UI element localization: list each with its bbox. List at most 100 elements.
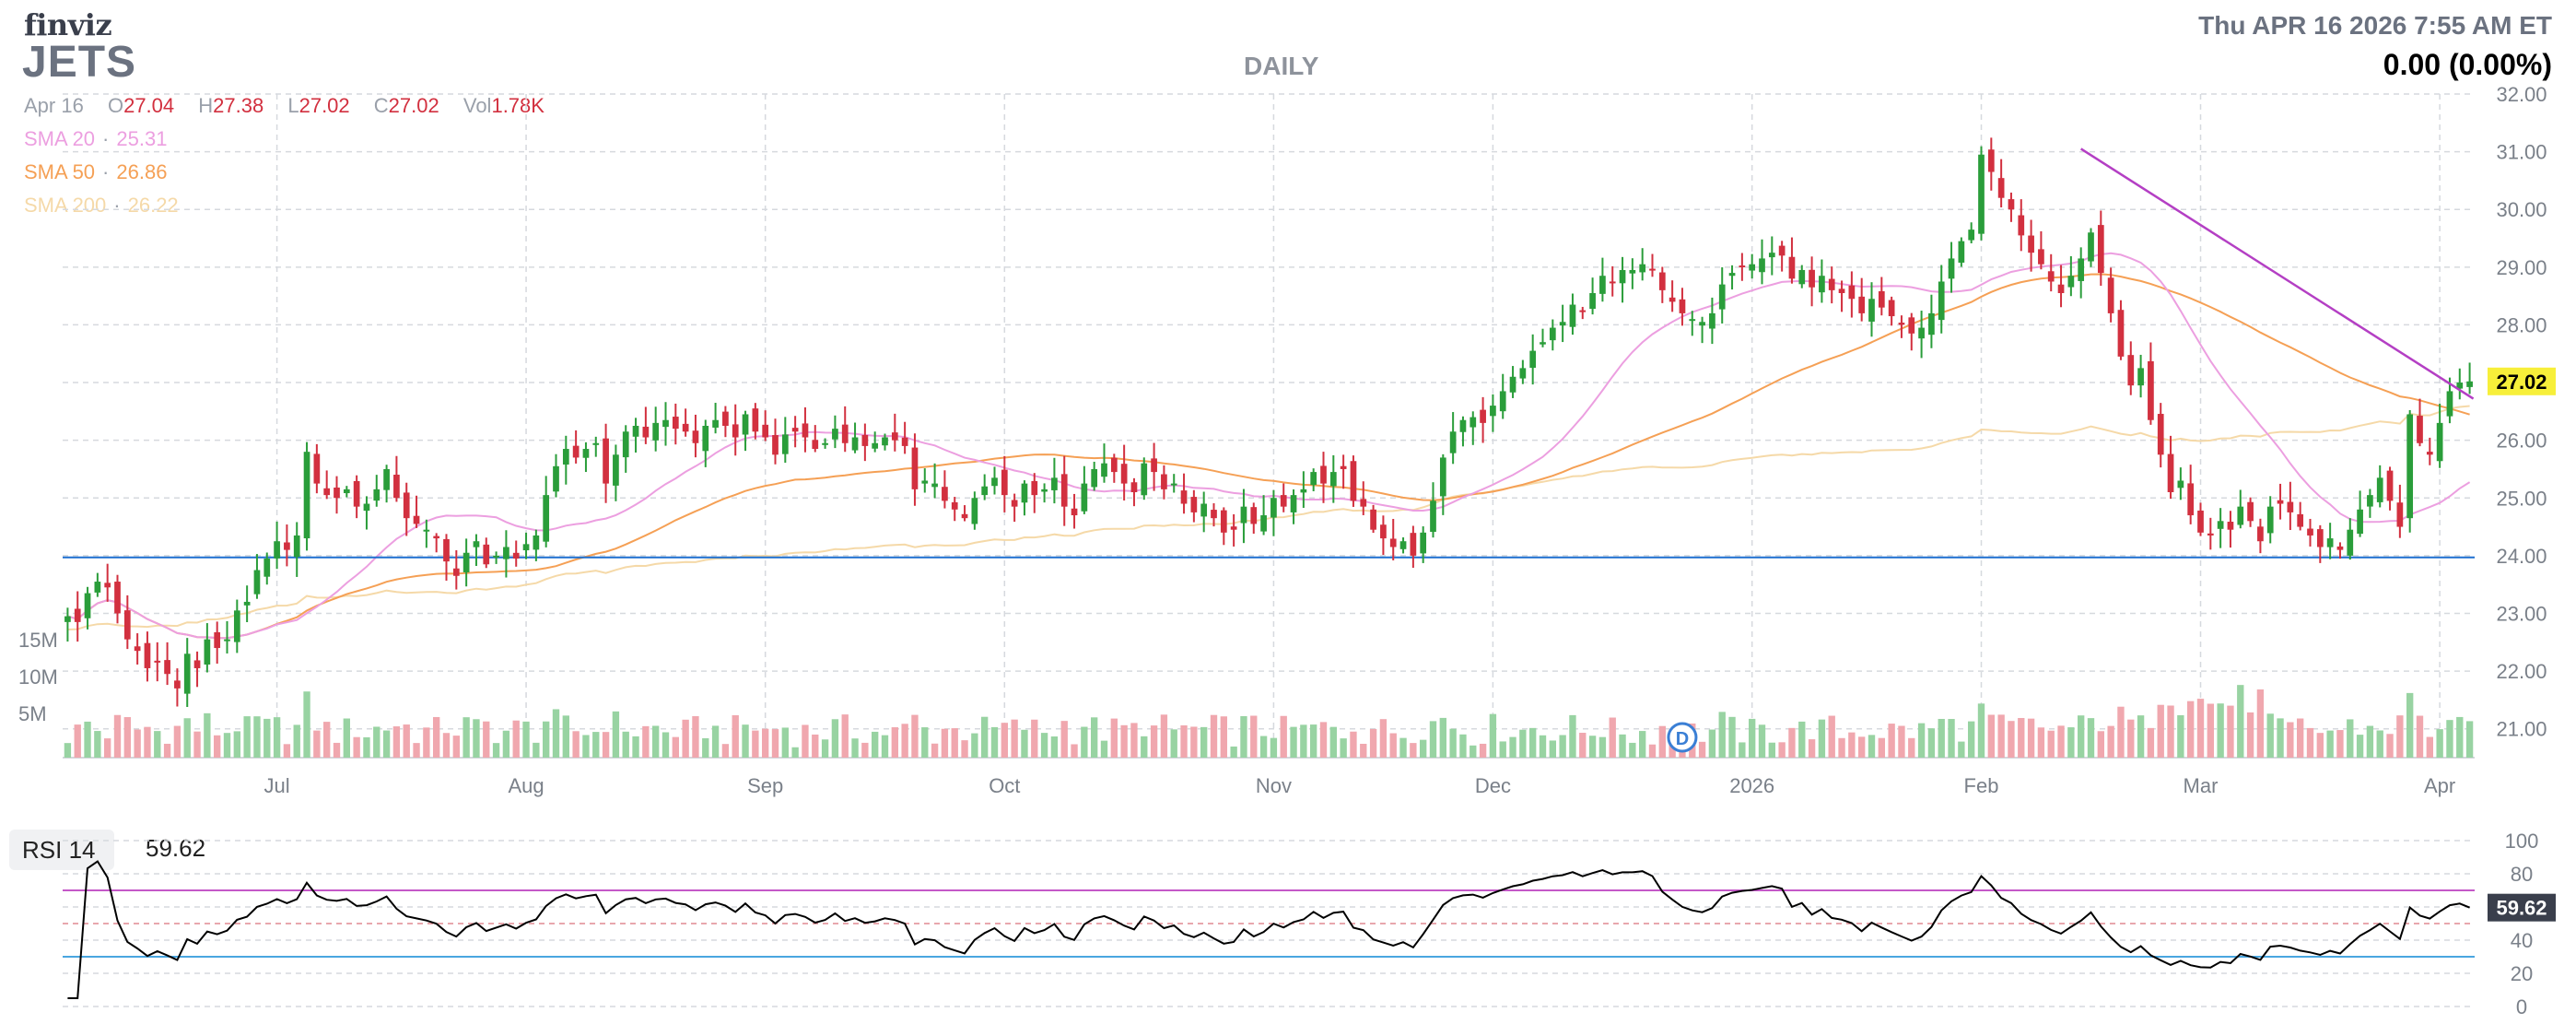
- volume-bar: [622, 731, 629, 758]
- candle-body: [1329, 472, 1337, 487]
- candle-body: [1559, 322, 1566, 326]
- candle-body: [383, 468, 390, 490]
- candle-body: [1290, 495, 1297, 512]
- volume-bar: [2436, 729, 2443, 758]
- time-tick-label: Dec: [1475, 774, 1511, 797]
- candle-body: [742, 414, 749, 435]
- volume-bar: [2237, 685, 2244, 758]
- volume-bar: [353, 736, 360, 758]
- candle-body: [2047, 271, 2055, 282]
- volume-bar: [2127, 719, 2135, 758]
- candle-body: [1918, 327, 1925, 339]
- sma-200-legend[interactable]: SMA 200 · 26.22: [24, 194, 179, 217]
- price-tick-label: 30.00: [2496, 198, 2547, 221]
- candle-body: [233, 610, 240, 642]
- candle-body: [94, 582, 101, 593]
- volume-bar: [1230, 746, 1237, 758]
- volume-bar: [502, 730, 510, 758]
- candle-body: [1689, 319, 1696, 322]
- volume-bar: [1310, 724, 1317, 758]
- volume-bar: [2067, 727, 2075, 758]
- candle-body: [323, 488, 331, 496]
- volume-bar: [961, 740, 968, 758]
- volume-bar: [442, 733, 451, 758]
- candle-body: [1658, 272, 1666, 290]
- candle-body: [2167, 453, 2174, 492]
- time-tick-label: Mar: [2184, 774, 2219, 797]
- rsi-tick-label: 20: [2511, 962, 2533, 985]
- candle-body: [1499, 391, 1506, 412]
- volume-bar: [1340, 738, 1347, 758]
- sma-50-legend[interactable]: SMA 50 · 26.86: [24, 160, 168, 183]
- sma-20-legend[interactable]: SMA 20 · 25.31: [24, 127, 168, 150]
- price-tick-label: 28.00: [2496, 313, 2547, 336]
- volume-bar: [1828, 715, 1835, 758]
- time-tick-label: Aug: [508, 774, 544, 797]
- candle-body: [144, 642, 151, 668]
- volume-bar: [1259, 736, 1268, 758]
- volume-bar: [323, 722, 331, 758]
- volume-bar: [1350, 731, 1357, 758]
- volume-bar: [2037, 727, 2045, 758]
- volume-bar: [94, 731, 101, 758]
- volume-axis-label: 5M: [18, 702, 47, 725]
- volume-bar: [1050, 736, 1059, 758]
- high-label: H: [198, 94, 214, 117]
- candle-body: [533, 535, 540, 550]
- candle-body: [1908, 317, 1915, 334]
- candle-body: [1629, 269, 1636, 274]
- rsi-chart[interactable]: 10080604020059.62: [0, 820, 2576, 1036]
- candle-body: [2316, 529, 2324, 547]
- candle-body: [1948, 258, 1955, 279]
- volume-bar: [1948, 719, 1955, 758]
- volume-bar: [1708, 729, 1716, 758]
- sma-20-line: [67, 252, 2471, 640]
- candle-body: [1599, 276, 1606, 294]
- candle-body: [2347, 529, 2354, 556]
- sma-200-value: 26.22: [127, 194, 179, 217]
- candle-body: [214, 631, 221, 649]
- candle-body: [1410, 533, 1417, 556]
- price-chart[interactable]: 32.0031.0030.0029.0028.0027.0026.0025.00…: [0, 0, 2576, 820]
- volume-bar: [1987, 714, 1995, 758]
- volume-bar: [413, 743, 420, 758]
- candle-body: [2466, 381, 2473, 387]
- candle-body: [334, 487, 340, 499]
- candle-body: [662, 419, 669, 428]
- candle-body: [183, 653, 191, 694]
- candle-body: [891, 432, 898, 441]
- high-value: 27.38: [213, 94, 264, 117]
- candle-body: [1250, 507, 1258, 524]
- rsi-tick-label: 0: [2516, 995, 2527, 1018]
- candle-body: [1997, 178, 2005, 198]
- volume-bar: [1838, 737, 1845, 758]
- finviz-logo[interactable]: finviz: [24, 7, 112, 42]
- candle-body: [2227, 522, 2234, 530]
- candle-body: [1021, 483, 1028, 503]
- volume-bar: [1100, 740, 1108, 758]
- candle-body: [802, 423, 809, 438]
- volume-bar: [1619, 734, 1626, 758]
- volume-bar: [123, 717, 131, 758]
- candle-body: [2357, 509, 2363, 535]
- volume-bar: [911, 714, 919, 758]
- trendline: [2080, 147, 2475, 400]
- candle-body: [353, 480, 360, 507]
- volume-bar: [572, 731, 580, 758]
- volume-bar: [1588, 736, 1597, 758]
- price-tick-label: 21.00: [2496, 718, 2547, 741]
- candle-body: [1480, 409, 1486, 423]
- volume-bar: [104, 738, 111, 758]
- rsi-label[interactable]: RSI 14: [9, 830, 114, 870]
- candle-body: [1001, 469, 1008, 496]
- candle-body: [1350, 461, 1357, 501]
- candle-body: [2406, 414, 2414, 519]
- volume-bar: [612, 711, 620, 758]
- rsi-tick-label: 100: [2505, 830, 2539, 853]
- timeframe-label[interactable]: DAILY: [1244, 52, 1319, 80]
- candle-body: [1878, 290, 1885, 308]
- volume-bar: [1130, 723, 1138, 758]
- candle-body: [1709, 312, 1715, 329]
- candle-body: [1220, 510, 1227, 533]
- candle-body: [2028, 235, 2034, 253]
